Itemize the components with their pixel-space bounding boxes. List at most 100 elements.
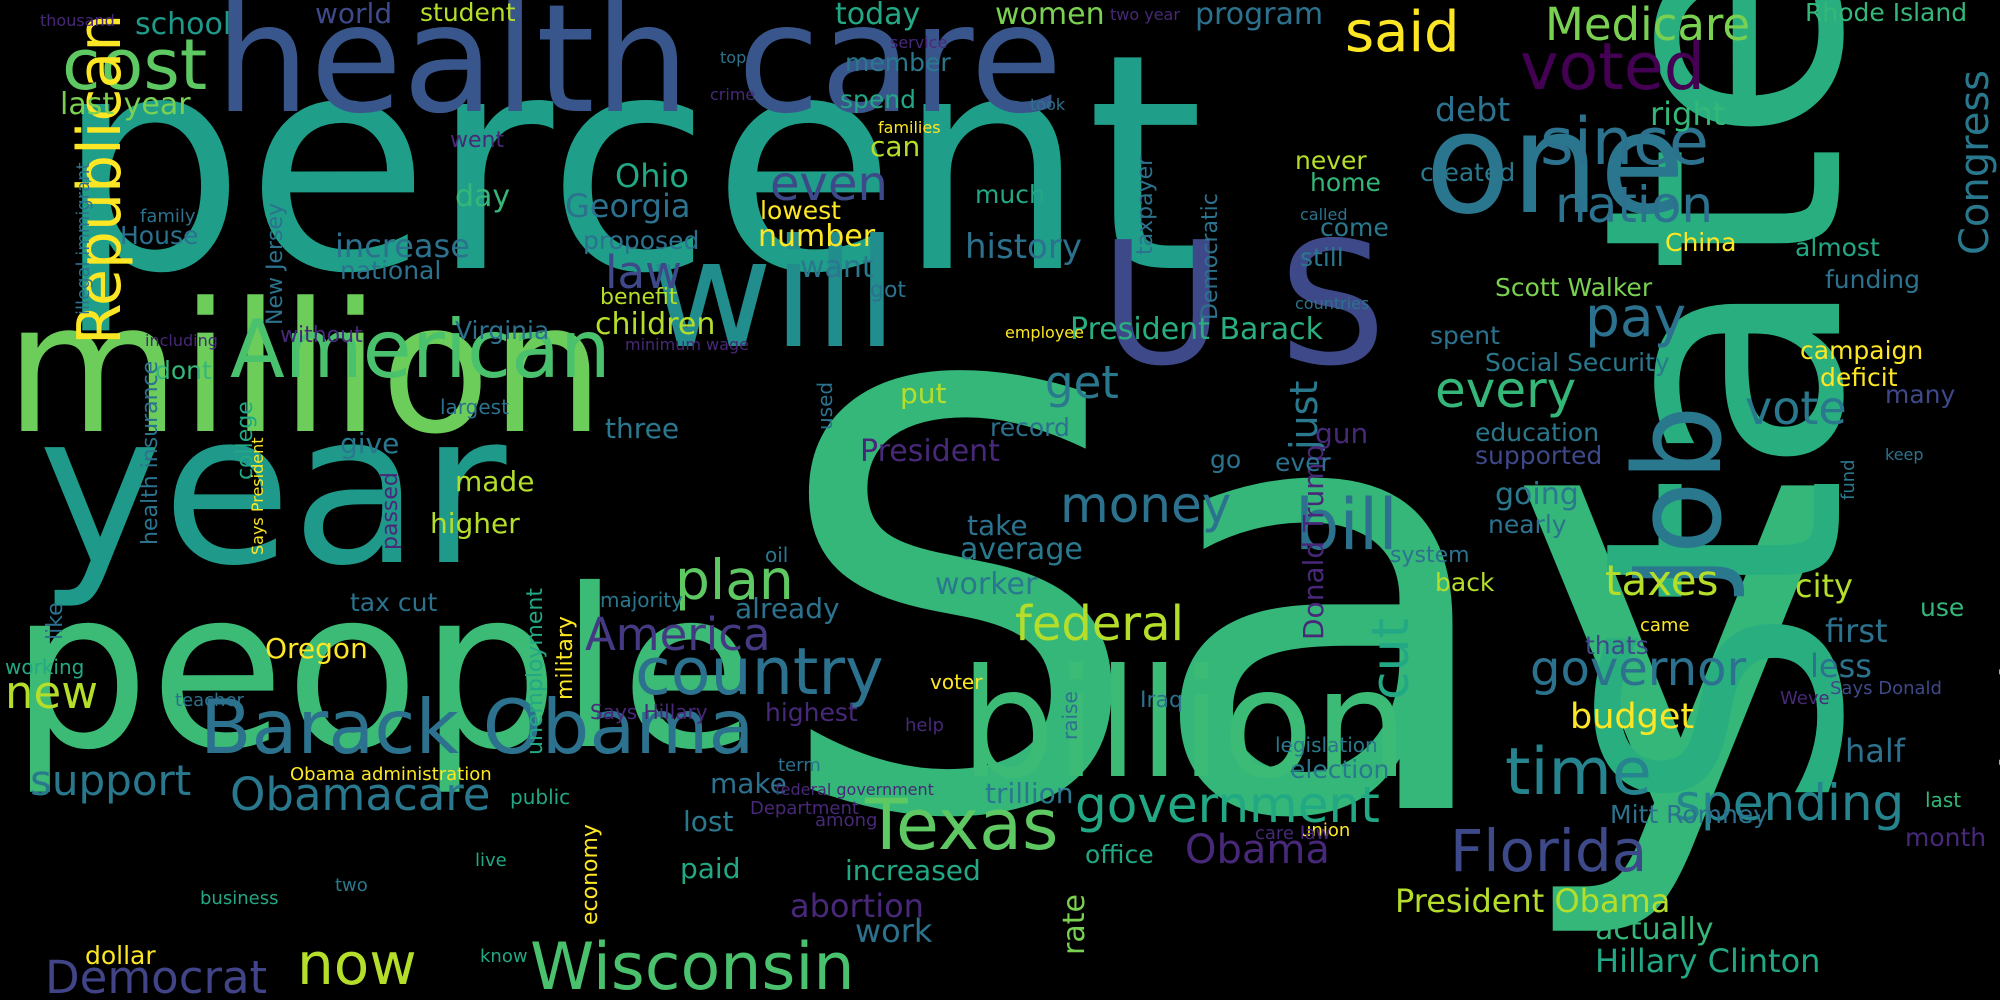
word-cloud-word: top [720,48,747,67]
word-cloud-word: percent [55,0,1205,339]
word-cloud-word: Department [750,798,859,819]
word-cloud-word: vote [1745,381,1847,435]
word-cloud-word: member [845,48,951,77]
word-cloud-word: spending [1675,774,1905,832]
word-cloud-word: used [813,381,837,430]
word-cloud-word: election [1290,755,1390,784]
word-cloud-word: trillion [985,777,1074,810]
word-cloud-word: countries [1295,294,1370,313]
word-cloud-word: thats [1585,631,1649,660]
word-cloud-word: can [870,130,921,163]
word-cloud-word: budget [1570,697,1695,737]
word-cloud-word: Virginia [455,316,550,345]
word-cloud-word: federal government [775,780,934,799]
word-cloud-word: day [455,179,511,214]
word-cloud-word: city [1795,567,1853,605]
word-cloud-word: world [315,0,393,30]
word-cloud-word: since [1540,105,1709,180]
word-cloud-word: made [455,465,535,498]
word-cloud-word: Congress [1952,70,1998,255]
word-cloud-word: use [1920,593,1965,622]
word-cloud-word: spent [1430,321,1500,350]
word-cloud-word: million [5,265,605,474]
word-cloud-word: dollar [85,941,156,970]
word-cloud-word: average [960,532,1083,567]
word-cloud-word: teacher [175,690,244,711]
word-cloud-word: last [1925,788,1962,812]
word-cloud-word: taxpayer [1133,156,1158,255]
word-cloud-word: federal [1015,596,1184,652]
word-cloud-word: Democrat [45,951,268,1000]
word-cloud-word: number [758,219,876,254]
word-cloud-word: increased [845,854,981,887]
word-cloud-word: record [990,413,1070,442]
word-cloud-word: last year [60,87,191,122]
word-cloud-word: billion [960,638,1409,812]
word-cloud-word: including [145,331,218,350]
word-cloud-word: children [595,307,716,342]
word-cloud-word: Obama [1185,827,1330,873]
word-cloud-word: women [995,0,1105,32]
word-cloud-word: American [230,303,611,396]
word-cloud-word: school [135,7,232,42]
word-cloud-word: health insurance [138,360,163,545]
word-cloud-word: money [1060,476,1232,534]
word-cloud-word: people [10,542,756,798]
word-cloud-word: proposed [583,226,700,255]
word-cloud-word: without [280,323,363,348]
word-cloud-word: rate [1057,894,1092,955]
word-cloud-word: law [605,246,682,299]
word-cloud-word: two [335,875,368,896]
word-cloud-word: go [1210,445,1242,474]
word-cloud-word: business [200,888,279,909]
word-cloud-word: increase [335,227,470,265]
word-cloud-word: Weve [1780,688,1830,709]
word-cloud-word: highest [765,698,858,727]
word-cloud-word: military [553,616,578,700]
word-cloud-word: went [450,128,505,153]
word-cloud-word: created [1420,158,1516,187]
word-cloud-word: came [1640,615,1690,636]
word-cloud-word: raise [1058,691,1082,740]
word-cloud-word: want [800,250,874,285]
word-cloud-word: crime [710,85,756,104]
word-cloud-word: Obamacare [230,768,491,821]
word-cloud-word: support [30,756,192,805]
word-cloud-word: much [975,180,1045,209]
word-cloud-word: year [38,367,507,612]
word-cloud-word: Mitt Romney [1610,800,1768,829]
word-cloud-word: dont [155,356,212,385]
word-cloud-word: pay [1585,285,1687,349]
word-cloud-word: Ohio [615,157,689,195]
word-cloud-word: Iraq [1140,688,1183,713]
word-cloud-word: President Obama [1395,882,1671,920]
word-cloud-word: actually [1595,912,1714,947]
word-cloud-word: Florida [1450,817,1648,885]
word-cloud-word: Georgia [565,187,691,225]
word-cloud-word: like [43,602,68,640]
word-cloud-word: first [1825,612,1888,650]
word-cloud-word: majority [600,588,683,612]
word-cloud-word: higher [430,507,520,540]
word-cloud-word: cut [1361,618,1421,700]
word-cloud-word: health care [215,0,1063,147]
word-cloud-word: supported [1475,441,1603,470]
word-cloud-word: spend [840,85,916,114]
word-cloud-word: U S [1100,206,1387,404]
word-cloud-word: employee [1005,323,1084,342]
word-cloud-word: new [5,666,99,719]
word-cloud-word: ever [1275,448,1331,477]
word-cloud-word: voted [1520,30,1705,105]
word-cloud-word: governor [1530,641,1747,697]
word-cloud-word: nation [1555,176,1714,234]
word-cloud-word: never [1295,146,1367,175]
word-cloud-word: lost [683,805,734,838]
word-cloud-word: illegal immigrant [73,162,94,315]
word-cloud-word: legislation [1275,733,1378,757]
word-cloud-word: live [475,850,507,871]
word-cloud-word: worker [935,567,1038,602]
word-cloud-word: families [878,118,941,137]
word-cloud-word: plan [675,548,794,612]
word-cloud-word: service [890,33,948,52]
word-cloud-word: minimum wage [625,335,749,354]
